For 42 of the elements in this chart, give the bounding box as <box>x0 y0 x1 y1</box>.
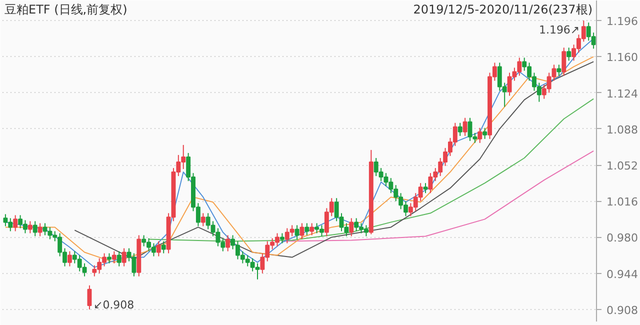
candlestick <box>294 224 300 240</box>
y-tick-label: 0.980 <box>606 232 638 245</box>
candlestick <box>13 214 18 232</box>
candlestick <box>107 252 112 264</box>
candlestick <box>566 47 572 62</box>
candlestick <box>67 250 72 267</box>
candlestick <box>556 64 562 76</box>
line-series <box>282 150 594 242</box>
y-tick-label: 1.088 <box>606 123 638 136</box>
candlestick <box>28 220 32 234</box>
chart-title: 豆粕ETF (日线,前复权) <box>4 2 128 16</box>
y-tick-label: 1.160 <box>606 51 638 64</box>
candlestick <box>200 212 206 227</box>
candlestick <box>112 250 116 264</box>
y-tick-label: 1.016 <box>606 196 638 209</box>
y-tick-label: 1.196 <box>606 15 638 28</box>
y-tick-label: 1.124 <box>606 87 638 100</box>
chart-subtitle: 2019/12/5-2020/11/26(237根) <box>413 2 593 16</box>
candlestick <box>122 248 126 267</box>
candlestick <box>310 222 314 236</box>
candlestick <box>280 232 284 244</box>
candlestick <box>462 117 468 136</box>
candlestick <box>458 122 462 136</box>
candlestick <box>482 127 488 140</box>
candlestick <box>423 182 428 194</box>
candlestick <box>156 240 161 257</box>
y-tick-label: 0.944 <box>606 268 638 281</box>
y-tick-label: 0.908 <box>606 304 638 317</box>
candlestick <box>304 222 310 236</box>
candlestick <box>116 250 122 267</box>
candlestick <box>38 222 42 237</box>
candlestick <box>349 218 354 237</box>
candlestick <box>161 240 166 254</box>
candlestick <box>300 222 304 240</box>
candlestick <box>87 284 92 310</box>
annotation: 1.196↗ <box>538 24 580 37</box>
y-tick-label: 1.052 <box>606 160 638 173</box>
candlestick <box>562 47 566 76</box>
candlestick <box>478 127 482 144</box>
candlestick <box>32 220 38 237</box>
candlestick <box>226 234 230 252</box>
annotation: ↙0.908 <box>93 298 134 312</box>
